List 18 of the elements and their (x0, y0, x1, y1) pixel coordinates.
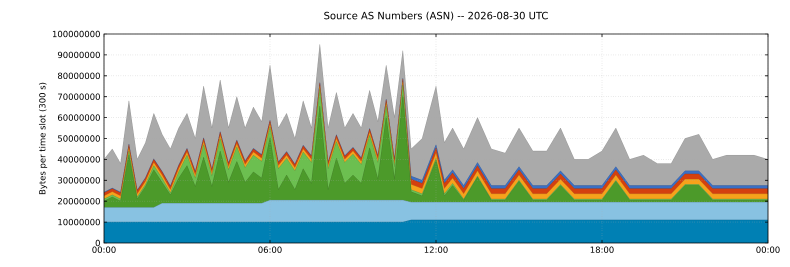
y-tick-label: 0 (96, 240, 100, 246)
x-tick-label: 06:00 (258, 246, 282, 253)
y-tick-label: 60000000 (58, 114, 100, 121)
y-tick-label: 10000000 (58, 218, 100, 226)
y-tick-label: 90000000 (58, 52, 100, 58)
x-tick-label: 00:00 (92, 246, 116, 253)
x-tick-label: 18:00 (590, 246, 614, 253)
x-tick-label: 12:00 (424, 246, 448, 253)
y-tick-label: 100000000 (52, 30, 100, 38)
y-tick-label: 30000000 (58, 177, 100, 184)
y-tick-label: 40000000 (58, 156, 100, 163)
x-tick-label: 00:00 (756, 246, 780, 253)
chart-title: Source AS Numbers (ASN) -- 2026-08-30 UTC (324, 12, 548, 20)
y-axis-title: Bytes per time slot (300 s) (38, 82, 48, 194)
y-tick-label: 50000000 (58, 135, 100, 142)
y-tick-label: 80000000 (58, 72, 100, 80)
y-tick-label: 70000000 (58, 94, 100, 100)
y-tick-label: 20000000 (58, 198, 100, 204)
